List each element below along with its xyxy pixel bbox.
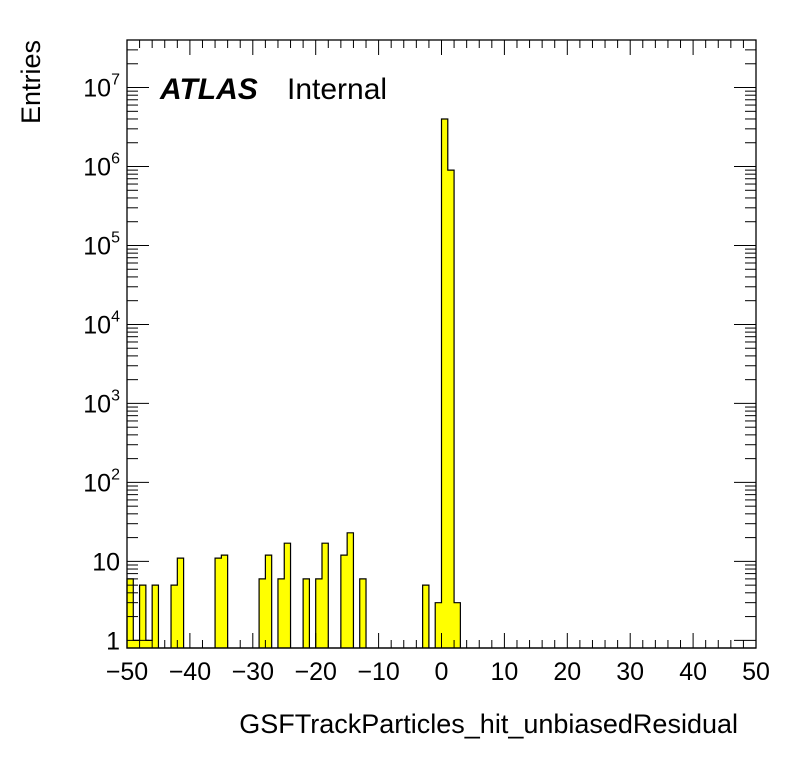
x-tick-label: 40 bbox=[679, 658, 707, 686]
y-tick-label: 102 bbox=[83, 466, 120, 497]
x-tick-labels: −50 −40 −30 −20 −10 0 10 20 30 40 50 bbox=[106, 658, 770, 686]
internal-label: Internal bbox=[287, 73, 387, 106]
x-axis-title: GSFTrackParticles_hit_unbiasedResidual bbox=[239, 709, 738, 739]
x-tick-label: 0 bbox=[435, 658, 449, 686]
x-tick-label: −50 bbox=[106, 658, 148, 686]
atlas-label: ATLAS bbox=[159, 73, 258, 106]
x-tick-label: −10 bbox=[357, 658, 399, 686]
x-tick-label: 20 bbox=[553, 658, 581, 686]
y-tick-label: 103 bbox=[83, 387, 120, 418]
y-tick-label: 105 bbox=[83, 229, 120, 260]
y-tick-label: 10 bbox=[92, 548, 120, 576]
y-axis-title: Entries bbox=[16, 40, 46, 124]
y-tick-label: 106 bbox=[83, 151, 120, 182]
y-tick-labels: 1 10 102 103 104 105 106 107 bbox=[83, 72, 120, 656]
x-tick-label: 30 bbox=[616, 658, 644, 686]
x-tick-label: 50 bbox=[742, 658, 770, 686]
axis-ticks bbox=[126, 39, 757, 648]
y-tick-label: 1 bbox=[106, 627, 120, 655]
y-tick-label: 107 bbox=[83, 72, 120, 103]
x-tick-label: −20 bbox=[294, 658, 336, 686]
x-tick-label: 10 bbox=[490, 658, 518, 686]
y-tick-label: 104 bbox=[83, 308, 120, 339]
x-tick-label: −40 bbox=[169, 658, 211, 686]
plot-border bbox=[126, 39, 757, 649]
x-tick-label: −30 bbox=[232, 658, 274, 686]
